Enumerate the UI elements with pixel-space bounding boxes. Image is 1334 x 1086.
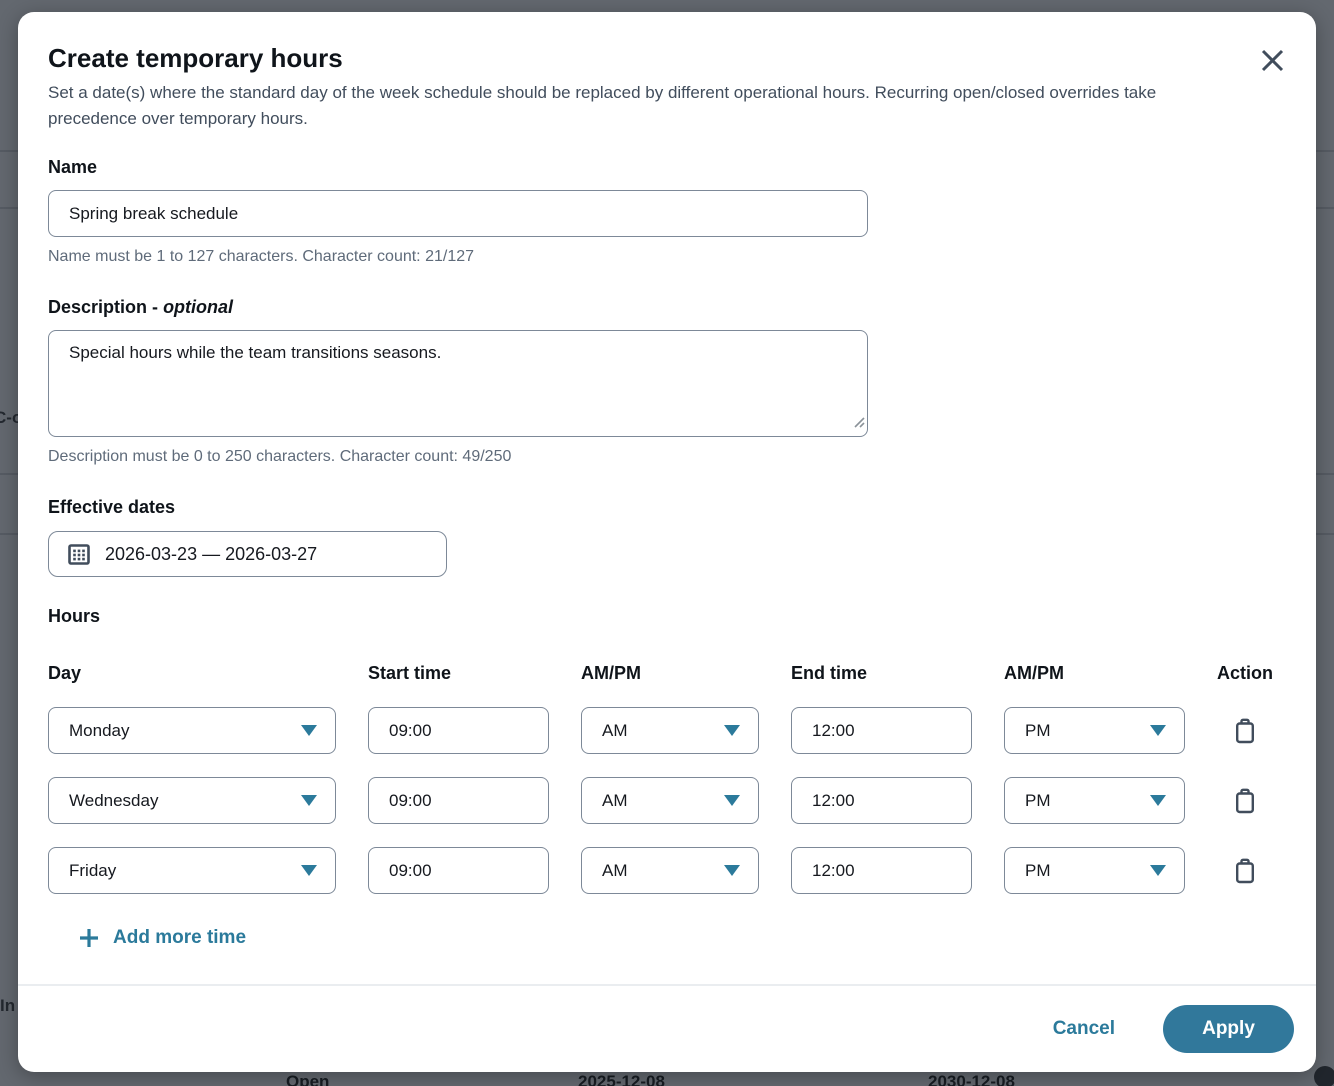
chevron-down-icon [724,865,740,876]
chevron-down-icon [1150,725,1166,736]
delete-row-button[interactable] [1228,854,1262,888]
dialog-footer: Cancel Apply [18,984,1316,1072]
column-header-end-time: End time [791,663,868,683]
optional-tag: optional [163,297,234,317]
start-ampm-select[interactable]: AM [581,847,759,894]
cancel-button[interactable]: Cancel [1052,1018,1115,1039]
start-time-input[interactable] [368,777,549,824]
create-temporary-hours-dialog: Create temporary hours Set a date(s) whe… [18,12,1316,1072]
date-range-value: 2026-03-23 — 2026-03-27 [105,543,318,564]
chevron-down-icon [301,725,317,736]
dialog-title: Create temporary hours [48,43,343,73]
start-time-input[interactable] [368,847,549,894]
day-select[interactable]: Friday [48,847,336,894]
description-helper-text: Description must be 0 to 250 characters.… [48,448,512,465]
end-ampm-select[interactable]: PM [1004,847,1185,894]
resize-handle-icon[interactable] [852,415,865,433]
column-header-ampm: AM/PM [1004,663,1064,683]
column-header-start-time: Start time [368,663,452,683]
chevron-down-icon [724,795,740,806]
hours-table: Day Start time AM/PM End time AM/PM Acti… [48,661,1286,894]
apply-button[interactable]: Apply [1163,1005,1294,1053]
end-time-input[interactable] [791,777,972,824]
delete-row-button[interactable] [1228,714,1262,748]
column-header-ampm: AM/PM [581,663,641,683]
plus-icon [78,927,100,949]
chevron-down-icon [1150,865,1166,876]
name-helper-text: Name must be 1 to 127 characters. Charac… [48,248,475,265]
background-cell-date: 2025-12-08 [578,1072,665,1086]
description-label: Description - optional [48,297,234,317]
day-select[interactable]: Monday [48,707,336,754]
date-range-picker[interactable]: 2026-03-23 — 2026-03-27 [48,531,447,577]
day-select[interactable]: Wednesday [48,777,336,824]
end-ampm-select[interactable]: PM [1004,707,1185,754]
chevron-down-icon [301,865,317,876]
start-ampm-select[interactable]: AM [581,707,759,754]
start-ampm-select[interactable]: AM [581,777,759,824]
add-more-time-label: Add more time [113,927,247,948]
column-header-day: Day [48,663,82,683]
background-icon-fragment [1314,1066,1334,1086]
trash-icon [1232,787,1258,815]
start-time-input[interactable] [368,707,549,754]
close-button[interactable] [1254,42,1290,78]
effective-dates-label: Effective dates [48,497,176,517]
background-text-fragment: C-o [0,408,23,427]
calendar-icon [67,542,91,566]
add-more-time-button[interactable]: Add more time [78,927,246,949]
background-text-fragment: In [0,996,16,1015]
name-input[interactable] [48,190,868,237]
name-label: Name [48,157,98,177]
trash-icon [1232,717,1258,745]
hours-label: Hours [48,606,101,626]
end-ampm-select[interactable]: PM [1004,777,1185,824]
chevron-down-icon [724,725,740,736]
end-time-input[interactable] [791,847,972,894]
end-time-input[interactable] [791,707,972,754]
delete-row-button[interactable] [1228,784,1262,818]
close-icon [1259,47,1286,74]
column-header-action: Action [1217,663,1273,683]
background-cell-date: 2030-12-08 [928,1072,1015,1086]
background-cell-open: Open [286,1072,330,1086]
description-textarea[interactable]: Special hours while the team transitions… [48,330,868,437]
chevron-down-icon [301,795,317,806]
dialog-description: Set a date(s) where the standard day of … [48,83,1157,128]
chevron-down-icon [1150,795,1166,806]
trash-icon [1232,857,1258,885]
